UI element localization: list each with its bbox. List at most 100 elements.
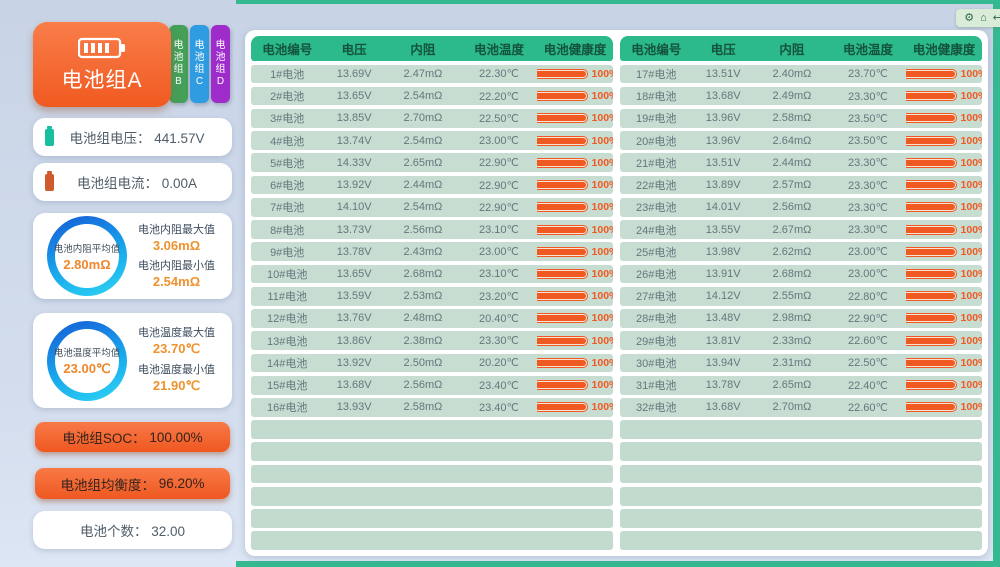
- battery-row: 22#电池 13.89V 2.57mΩ 23.30℃ 100%: [620, 175, 982, 195]
- resistance-avg-value: 2.80mΩ: [63, 256, 111, 272]
- column-header: 电池健康度: [543, 43, 607, 57]
- temperature-cell: 22.40℃: [848, 379, 888, 392]
- tab-battery-group-a[interactable]: 电池组A: [33, 22, 171, 107]
- health-cell: 100%: [905, 90, 982, 102]
- resistance-cell: 2.58mΩ: [772, 112, 812, 125]
- battery-id-cell: 8#电池: [270, 224, 305, 237]
- health-cell: 100%: [536, 90, 613, 103]
- health-bar-fill: [536, 382, 586, 389]
- voltage-cell: 13.92V: [336, 179, 372, 192]
- health-bar: [536, 357, 588, 368]
- battery-id-cell: 7#电池: [270, 202, 305, 215]
- health-bar-fill: [905, 337, 955, 344]
- empty-row: [251, 486, 613, 506]
- health-bar: [536, 380, 588, 391]
- empty-row: [620, 509, 982, 528]
- temperature-cell: 23.50℃: [848, 135, 888, 148]
- health-cell: 100%: [536, 157, 613, 169]
- temperature-cell: 23.10℃: [479, 268, 519, 281]
- health-bar-fill: [536, 404, 586, 411]
- health-bar-fill: [536, 270, 586, 277]
- health-cell: 100%: [905, 112, 982, 124]
- health-cell: 100%: [905, 135, 982, 147]
- battery-row: 24#电池 13.55V 2.67mΩ 23.30℃ 100%: [620, 220, 982, 239]
- battery-row: 10#电池 13.65V 2.68mΩ 23.10℃ 100%: [251, 264, 613, 284]
- health-percent: 100%: [591, 401, 613, 414]
- battery-count-label: 电池个数：: [79, 524, 148, 539]
- battery-id-cell: 25#电池: [636, 246, 677, 259]
- temperature-max-label: 电池温度最大值: [138, 327, 215, 339]
- health-percent: 100%: [591, 201, 613, 214]
- battery-id-cell: 29#电池: [636, 335, 677, 348]
- health-percent: 100%: [960, 245, 982, 258]
- health-percent: 100%: [591, 67, 613, 80]
- column-header: 电池温度: [473, 43, 524, 57]
- group-voltage-value: 441.57V: [154, 131, 205, 146]
- voltage-cell: 13.51V: [705, 67, 741, 80]
- resistance-gauge: 电池内阻平均值 2.80mΩ: [47, 216, 127, 296]
- health-bar-fill: [905, 70, 955, 77]
- battery-row: 11#电池 13.59V 2.53mΩ 23.20℃ 100%: [251, 286, 613, 306]
- battery-row: 20#电池 13.96V 2.64mΩ 23.50℃ 100%: [620, 131, 982, 150]
- soc-button[interactable]: 电池组SOC： 100.00%: [35, 422, 230, 452]
- health-percent: 100%: [960, 267, 982, 280]
- temperature-cell: 23.00℃: [848, 246, 888, 259]
- group-a-label: 电池组A: [61, 68, 143, 92]
- resistance-cell: 2.38mΩ: [403, 334, 443, 347]
- temperature-cell: 23.30℃: [848, 157, 888, 170]
- voltage-cell: 13.98V: [705, 245, 741, 258]
- voltage-cell: 13.73V: [336, 223, 372, 236]
- health-cell: 100%: [536, 246, 613, 258]
- battery-count-value: 32.00: [151, 524, 186, 539]
- health-bar-fill: [905, 293, 955, 300]
- health-percent: 100%: [960, 223, 982, 236]
- voltage-cell: 14.10V: [336, 201, 372, 214]
- battery-id-cell: 3#电池: [270, 113, 305, 126]
- home-icon[interactable]: ⌂: [980, 12, 987, 24]
- voltage-cell: 13.68V: [336, 379, 372, 392]
- tab-battery-group-d[interactable]: 电池组D: [211, 25, 230, 103]
- temperature-cell: 23.00℃: [479, 135, 519, 148]
- back-icon[interactable]: ↩: [992, 12, 1000, 24]
- resistance-max-value: 3.06mΩ: [152, 237, 201, 253]
- health-bar: [905, 135, 957, 146]
- health-cell: 100%: [905, 201, 982, 213]
- health-percent: 100%: [960, 401, 982, 414]
- tab-battery-group-b[interactable]: 电池组B: [169, 25, 188, 103]
- health-percent: 100%: [960, 312, 982, 325]
- voltage-cell: 13.92V: [336, 356, 372, 369]
- health-bar: [905, 335, 957, 346]
- battery-id-cell: 10#电池: [267, 268, 308, 281]
- column-header: 电压: [341, 43, 367, 57]
- health-cell: 100%: [905, 312, 982, 325]
- battery-row: 12#电池 13.76V 2.48mΩ 20.40℃ 100%: [251, 309, 613, 328]
- tab-battery-group-c[interactable]: 电池组C: [190, 25, 209, 103]
- balance-button[interactable]: 电池组均衡度： 96.20%: [35, 468, 230, 499]
- battery-row: 15#电池 13.68V 2.56mΩ 23.40℃ 100%: [251, 375, 613, 395]
- battery-tables-card: 电池编号 电压 内阻 电池温度 电池健康度 1#电池 13.69V 2.47mΩ 22.30℃…: [245, 30, 988, 556]
- resistance-cell: 2.53mΩ: [403, 290, 443, 303]
- resistance-cell: 2.50mΩ: [403, 356, 443, 369]
- battery-table-17-32: 电池编号 电压 内阻 电池温度 电池健康度 17#电池 13.51V 2.40mΩ 23.70…: [620, 36, 982, 551]
- battery-id-cell: 32#电池: [636, 402, 677, 415]
- temperature-cell: 23.70℃: [848, 68, 888, 81]
- health-bar-fill: [536, 337, 586, 344]
- gear-icon[interactable]: ⚙: [964, 12, 975, 24]
- health-bar: [905, 380, 957, 391]
- resistance-cell: 2.55mΩ: [772, 290, 812, 303]
- health-bar-fill: [536, 293, 586, 300]
- resistance-minmax: 电池内阻最大值 3.06mΩ 电池内阻最小值 2.54mΩ: [127, 221, 222, 292]
- health-bar: [536, 202, 588, 213]
- battery-id-cell: 4#电池: [270, 135, 305, 148]
- health-bar: [536, 68, 588, 79]
- battery-row: 4#电池 13.74V 2.54mΩ 23.00℃ 100%: [251, 131, 613, 150]
- resistance-cell: 2.68mΩ: [772, 267, 812, 280]
- battery-row: 14#电池 13.92V 2.50mΩ 20.20℃ 100%: [251, 353, 613, 373]
- corner-toolbar: ⚙ ⌂ ↩: [956, 9, 1000, 27]
- health-cell: 100%: [536, 401, 613, 414]
- resistance-cell: 2.70mΩ: [403, 112, 443, 125]
- health-percent: 100%: [591, 90, 613, 103]
- health-cell: 100%: [905, 357, 982, 369]
- battery-id-cell: 13#电池: [267, 335, 308, 348]
